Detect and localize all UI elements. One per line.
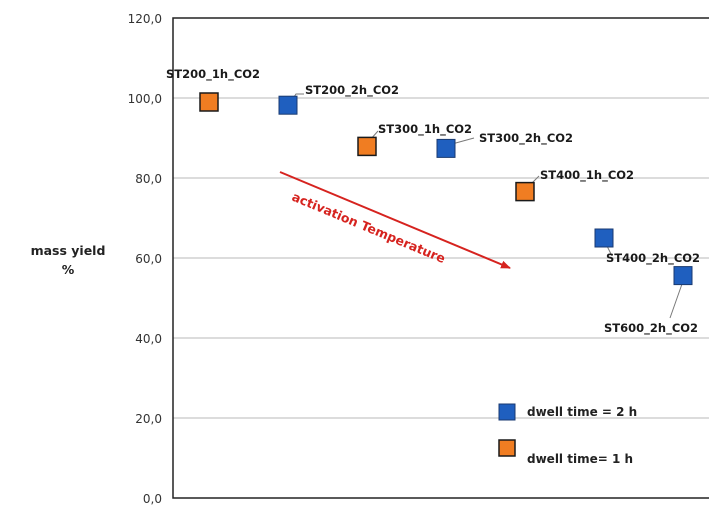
y-tick-labels: 0,0 20,0 40,0 60,0 80,0 100,0 120,0	[128, 12, 162, 506]
y-tick-label: 60,0	[135, 252, 162, 266]
point-st200-1h-co2	[199, 92, 219, 112]
y-axis-label-line1: mass yield	[31, 243, 106, 258]
activation-temperature-arrow	[279, 171, 511, 269]
data-label-st200-1h-co2: ST200_1h_CO2	[166, 67, 260, 82]
legend: dwell time = 2 h dwell time= 1 h	[498, 403, 637, 466]
y-tick-label: 0,0	[143, 492, 162, 506]
activation-temperature-label: activation Temperature	[290, 189, 448, 266]
point-st300-2h-co2	[436, 138, 456, 158]
point-st300-1h-co2	[357, 136, 377, 157]
data-labels: ST200_1h_CO2 ST200_2h_CO2 ST300_1h_CO2 ST30…	[166, 67, 700, 336]
legend-label-2h: dwell time = 2 h	[527, 405, 637, 419]
data-label-st400-2h-co2: ST400_2h_CO2	[606, 251, 700, 266]
legend-swatch-1h	[498, 439, 516, 457]
data-label-st400-1h-co2: ST400_1h_CO2	[540, 168, 634, 183]
y-tick-label: 40,0	[135, 332, 162, 346]
plot-frame	[172, 17, 709, 499]
data-points	[199, 92, 693, 286]
label-connector	[451, 137, 475, 145]
y-tick-label: 20,0	[135, 412, 162, 426]
data-label-st300-1h-co2: ST300_1h_CO2	[378, 122, 472, 137]
legend-swatch-2h	[498, 403, 516, 421]
point-st400-1h-co2	[515, 181, 535, 202]
y-tick-label: 100,0	[128, 92, 162, 106]
label-connectors	[289, 93, 683, 319]
data-label-st200-2h-co2: ST200_2h_CO2	[305, 83, 399, 98]
y-tick-label: 80,0	[135, 172, 162, 186]
y-axis-label-line2: %	[62, 262, 75, 277]
legend-label-1h: dwell time= 1 h	[527, 452, 633, 466]
y-tick-label: 120,0	[128, 12, 162, 26]
point-st600-2h-co2	[673, 266, 693, 286]
label-connector	[669, 283, 683, 319]
gridlines	[173, 97, 709, 419]
point-st400-2h-co2	[594, 228, 614, 248]
data-label-st300-2h-co2: ST300_2h_CO2	[479, 131, 573, 146]
data-label-st600-2h-co2: ST600_2h_CO2	[604, 321, 698, 336]
point-st200-2h-co2	[278, 95, 298, 115]
